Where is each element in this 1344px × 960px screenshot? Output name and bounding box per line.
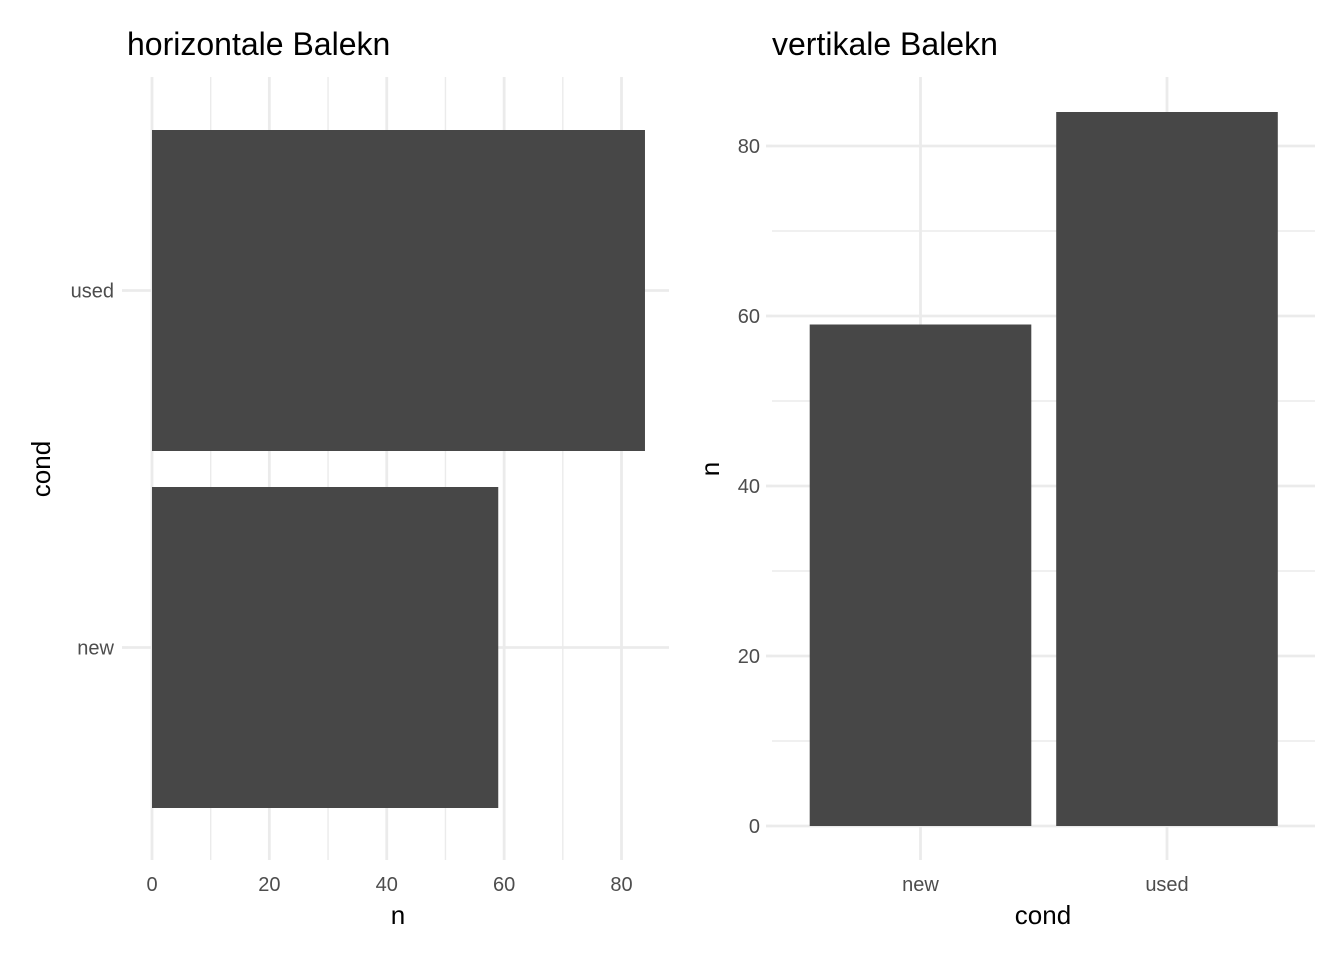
panel-vertical-x-axis-title: cond — [1015, 900, 1071, 930]
x-tick-label: 20 — [258, 874, 280, 896]
x-tick-label: 60 — [493, 874, 515, 896]
x-tick-label: used — [1145, 874, 1188, 896]
panel-horizontal: horizontale Balekn 0 20 40 60 80 new used n c… — [26, 26, 669, 930]
y-tick-label: used — [71, 281, 114, 303]
panel-vertical-y-ticks: 0 20 40 60 80 — [738, 136, 772, 838]
y-tick-label: 20 — [738, 646, 760, 668]
x-tick-label: new — [902, 874, 939, 896]
panel-vertical-x-ticks: new used — [902, 874, 1189, 896]
x-tick-label: 40 — [376, 874, 398, 896]
bar-used — [1056, 112, 1278, 826]
panel-vertical-bars — [809, 112, 1278, 826]
panel-horizontal-x-axis-title: n — [391, 900, 405, 930]
panel-horizontal-bars — [152, 130, 645, 808]
panel-horizontal-y-axis-title: cond — [26, 441, 56, 497]
y-tick-label: 40 — [738, 476, 760, 498]
y-tick-label: 0 — [749, 816, 760, 838]
panel-horizontal-title: horizontale Balekn — [127, 26, 390, 62]
y-tick-label: 60 — [738, 306, 760, 328]
panel-vertical-title: vertikale Balekn — [772, 26, 998, 62]
x-tick-label: 80 — [610, 874, 632, 896]
bar-new — [152, 487, 499, 808]
panel-horizontal-x-ticks: 0 20 40 60 80 — [146, 874, 632, 896]
y-tick-label: 80 — [738, 136, 760, 158]
panel-horizontal-y-ticks: new used — [71, 281, 128, 660]
x-tick-label: 0 — [146, 874, 157, 896]
y-tick-label: new — [77, 638, 114, 660]
bar-used — [152, 130, 645, 451]
bar-new — [809, 324, 1032, 826]
panel-vertical-y-axis-title: n — [695, 462, 725, 476]
